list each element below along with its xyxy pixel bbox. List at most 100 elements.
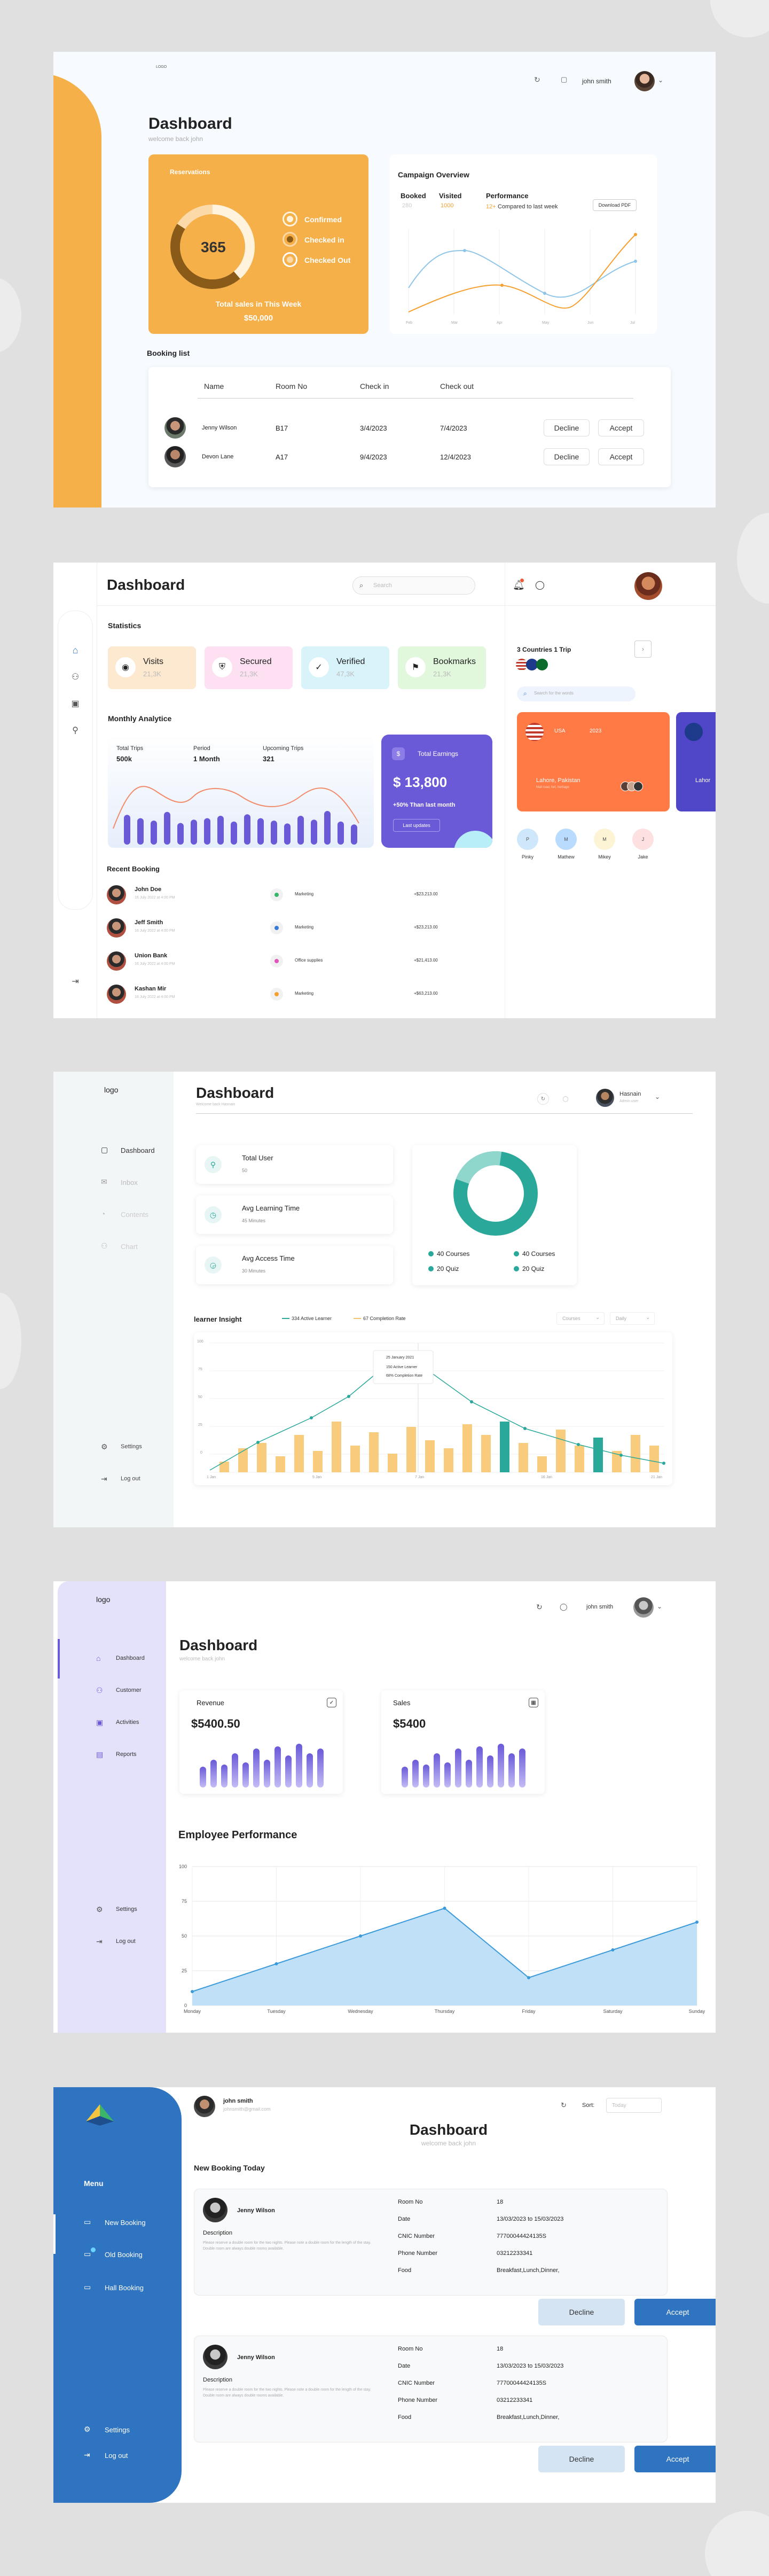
activities-icon[interactable]: ▣ [96, 1718, 104, 1727]
nav-activities[interactable]: Activities [116, 1719, 139, 1726]
header-divider [97, 605, 716, 606]
refresh-icon[interactable]: ↻ [536, 1603, 543, 1611]
nav-settings[interactable]: Settings [105, 2426, 130, 2434]
accept-button[interactable]: Accept [634, 2446, 716, 2472]
calendar-icon[interactable]: ▣ [71, 699, 80, 708]
reports-icon[interactable]: ▤ [96, 1750, 104, 1759]
settings-icon[interactable]: ⚙ [96, 1905, 103, 1914]
nav-dashboard[interactable]: Dashboard [121, 1146, 155, 1154]
insight-bar [519, 1443, 528, 1472]
person-avatar[interactable]: M [594, 829, 615, 850]
list-item[interactable]: Union Bank 16 July 2022 at 4:00 PM Office … [107, 948, 497, 974]
inbox-icon[interactable]: ✉ [101, 1177, 107, 1186]
nav-logout[interactable]: Log out [121, 1476, 140, 1482]
accept-button[interactable]: Accept [598, 419, 644, 436]
users-icon[interactable]: ⚇ [71, 673, 80, 682]
stat-verified[interactable]: ✓ Verified 47,3K [301, 646, 389, 689]
logout-icon[interactable]: ⇥ [96, 1937, 103, 1946]
y-tick: 25 [182, 1968, 187, 1973]
nav-settings[interactable]: Settings [116, 1906, 137, 1913]
nav-settings[interactable]: Settings [121, 1443, 142, 1450]
nav-dashboard[interactable]: Dashboard [116, 1655, 145, 1661]
dashboard-icon[interactable]: ⌂ [96, 1654, 101, 1662]
bookmark-icon[interactable]: ⚲ [72, 726, 79, 735]
chat-icon[interactable]: ◯ [560, 1603, 568, 1611]
list-item[interactable]: Kashan Mir 16 July 2022 at 4:00 PM Marketi… [107, 981, 497, 1007]
stat-visits[interactable]: ◉ Visits 21,3K [108, 646, 196, 689]
bell-icon[interactable]: 🔔︎ [513, 580, 525, 590]
avatar[interactable] [634, 572, 662, 600]
check-icon[interactable]: ✓ [327, 1698, 336, 1707]
chevron-down-icon[interactable]: ⌄ [655, 1093, 661, 1100]
hall-booking-icon[interactable]: ▭ [84, 2283, 91, 2291]
accept-button[interactable]: Accept [598, 448, 644, 465]
nav-old-booking[interactable]: Old Booking [105, 2251, 143, 2259]
reservations-card: Reservations 365 Confirmed Checked in Ch… [148, 154, 368, 334]
calendar-icon[interactable]: ▦ [529, 1698, 538, 1707]
download-pdf-button[interactable]: Download PDF [593, 199, 637, 211]
sort-select[interactable]: Today [606, 2098, 662, 2113]
mini-bar [232, 1753, 238, 1787]
arrow-button[interactable]: › [634, 641, 652, 658]
chart-icon[interactable]: ⚇ [101, 1242, 108, 1250]
chevron-down-icon: ⌄ [646, 1315, 650, 1321]
settings-icon[interactable]: ⚙ [84, 2425, 91, 2433]
accept-button[interactable]: Accept [634, 2299, 716, 2325]
list-item[interactable]: Jeff Smith 16 July 2022 at 4:00 PM Marketi… [107, 915, 497, 941]
stat-secured[interactable]: ⛨ Secured 21,3K [205, 646, 293, 689]
chat-icon[interactable]: ◯ [562, 1096, 569, 1102]
refresh-icon[interactable]: ↻ [561, 2101, 567, 2109]
stat-value: 21,3K [143, 670, 161, 678]
trips-card: Total Trips 500k Period 1 Month Upcoming… [108, 735, 374, 848]
nav-new-booking[interactable]: New Booking [105, 2219, 146, 2227]
avatar[interactable] [194, 2096, 215, 2117]
mini-bar [466, 1760, 472, 1787]
search-placeholder: Search [373, 582, 392, 589]
nav-hall-booking[interactable]: Hall Booking [105, 2284, 144, 2292]
trip-card-lahore[interactable]: USA 2023 Lahore, Pakistan Mall road, for… [517, 712, 670, 811]
logout-icon[interactable]: ⇥ [84, 2450, 90, 2459]
chevron-down-icon[interactable]: ⌄ [657, 1603, 663, 1610]
nav-logout[interactable]: Log out [116, 1938, 136, 1945]
settings-icon[interactable]: ⚙ [101, 1442, 108, 1451]
dashboard-icon[interactable]: ▢ [101, 1145, 108, 1154]
chat-icon[interactable]: ▢ [561, 75, 568, 83]
avatar[interactable] [633, 1597, 654, 1618]
decline-button[interactable]: Decline [544, 448, 590, 465]
nav-inbox[interactable]: Inbox [121, 1178, 138, 1186]
decline-button[interactable]: Decline [544, 419, 590, 436]
contents-icon[interactable]: ◔ [101, 1209, 106, 1218]
search-box[interactable]: ⌕ Search [352, 576, 475, 595]
new-booking-icon[interactable]: ▭ [84, 2218, 91, 2226]
customer-icon[interactable]: ⚇ [96, 1686, 103, 1695]
avatar[interactable] [596, 1089, 614, 1107]
stat-bookmarks[interactable]: ⚑ Bookmarks 21,3K [398, 646, 486, 689]
chevron-down-icon[interactable]: ⌄ [658, 76, 664, 84]
trip-card-lahore-2[interactable]: Lahor [676, 712, 716, 811]
home-icon[interactable]: ⌂ [72, 644, 79, 655]
filter-courses[interactable]: Courses ⌄ [556, 1312, 605, 1325]
refresh-icon[interactable]: ↻ [537, 1093, 549, 1105]
person-avatar[interactable]: M [555, 829, 577, 850]
nav-reports[interactable]: Reports [116, 1751, 137, 1758]
nav-customer[interactable]: Customer [116, 1687, 142, 1693]
refresh-icon[interactable]: ↻ [534, 75, 540, 84]
nav-contents[interactable]: Contents [121, 1211, 149, 1219]
old-booking-icon[interactable]: ▭ [84, 2250, 91, 2258]
list-item[interactable]: John Doe 16 July 2022 at 4:00 PM Marketing… [107, 882, 497, 908]
person-avatar[interactable]: J [632, 829, 654, 850]
avatar[interactable] [634, 71, 655, 91]
nav-chart[interactable]: Chart [121, 1243, 138, 1251]
logout-icon[interactable]: ⇥ [101, 1474, 107, 1483]
decline-button[interactable]: Decline [538, 2299, 625, 2325]
decline-button[interactable]: Decline [538, 2446, 625, 2472]
category-icon [270, 955, 283, 967]
logout-icon[interactable]: ⇥ [72, 977, 79, 986]
last-updates-button[interactable]: Last updates [393, 819, 440, 832]
chat-icon[interactable]: ◯ [535, 581, 545, 590]
nav-logout[interactable]: Log out [105, 2452, 128, 2460]
trip-search[interactable]: ⌕ Search for the words [517, 686, 635, 701]
legend-label: 40 Courses [522, 1250, 555, 1258]
person-avatar[interactable]: P [517, 829, 538, 850]
filter-daily[interactable]: Daily ⌄ [610, 1312, 655, 1325]
